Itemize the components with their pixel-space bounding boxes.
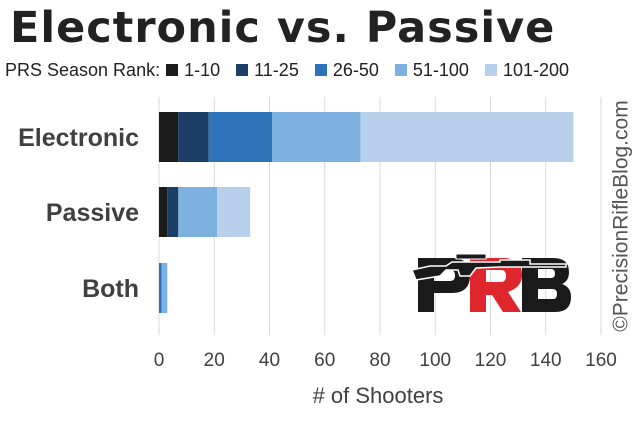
legend-item-11-25: 11-25 bbox=[236, 60, 299, 81]
legend-swatch bbox=[166, 64, 179, 76]
x-tick-label: 140 bbox=[530, 350, 562, 371]
legend-item-51-100: 51-100 bbox=[394, 59, 469, 81]
category-label: Electronic bbox=[18, 124, 139, 152]
chart-title: Electronic vs. Passive bbox=[10, 3, 556, 53]
watermark-text: ©PrecisionRifleBlog.com bbox=[610, 100, 634, 332]
legend-item-1-10: 1-10 bbox=[166, 60, 220, 81]
legend-label: 11-25 bbox=[254, 59, 299, 80]
logo-letter-r bbox=[470, 258, 522, 312]
bar-segment bbox=[159, 187, 168, 237]
legend-swatch bbox=[484, 64, 497, 76]
bar-segment bbox=[178, 112, 209, 162]
x-tick-label: 60 bbox=[314, 350, 335, 371]
bar-segment bbox=[159, 112, 179, 162]
axis-labels: 0 20 40 60 80 100 120 140 160 # of Shooters Electr… bbox=[18, 124, 617, 408]
bar-segment bbox=[272, 112, 361, 162]
legend-item-101-200: 101-200 bbox=[484, 59, 569, 81]
x-tick-label: 0 bbox=[154, 350, 165, 371]
watermark: ©PrecisionRifleBlog.com bbox=[607, 100, 637, 332]
x-tick-label: 100 bbox=[419, 350, 451, 371]
legend-label: 26-50 bbox=[332, 59, 379, 80]
prb-logo bbox=[410, 253, 571, 312]
bar-segment bbox=[208, 112, 273, 162]
bar-segment bbox=[161, 263, 168, 313]
legend-label: 51-100 bbox=[412, 59, 469, 80]
legend-label: 101-200 bbox=[502, 59, 569, 80]
legend-swatch bbox=[394, 64, 407, 76]
legend-title: PRS Season Rank: bbox=[5, 59, 161, 80]
x-tick-label: 40 bbox=[259, 350, 280, 371]
bar-segment bbox=[217, 187, 251, 237]
x-tick-label: 80 bbox=[369, 350, 390, 371]
x-tick-label: 20 bbox=[204, 350, 225, 371]
legend-swatch bbox=[236, 64, 249, 76]
bar-segment bbox=[159, 263, 162, 313]
category-label: Passive bbox=[46, 199, 139, 227]
logo-rifle bbox=[410, 259, 567, 281]
legend-swatch bbox=[314, 64, 327, 76]
legend: PRS Season Rank: 1-10 11-25 26-50 51-100… bbox=[5, 58, 585, 82]
bars bbox=[159, 112, 574, 313]
category-label: Both bbox=[82, 275, 139, 303]
x-tick-label: 120 bbox=[475, 350, 507, 371]
bar-segment bbox=[167, 187, 179, 237]
x-axis-title: # of Shooters bbox=[313, 383, 444, 408]
bar-segment bbox=[178, 187, 218, 237]
legend-item-26-50: 26-50 bbox=[314, 59, 379, 81]
legend-label: 1-10 bbox=[184, 59, 221, 80]
logo-scope bbox=[455, 253, 487, 260]
logo-letter-b bbox=[522, 258, 571, 312]
bar-segment bbox=[360, 112, 574, 162]
x-tick-label: 160 bbox=[585, 350, 617, 371]
